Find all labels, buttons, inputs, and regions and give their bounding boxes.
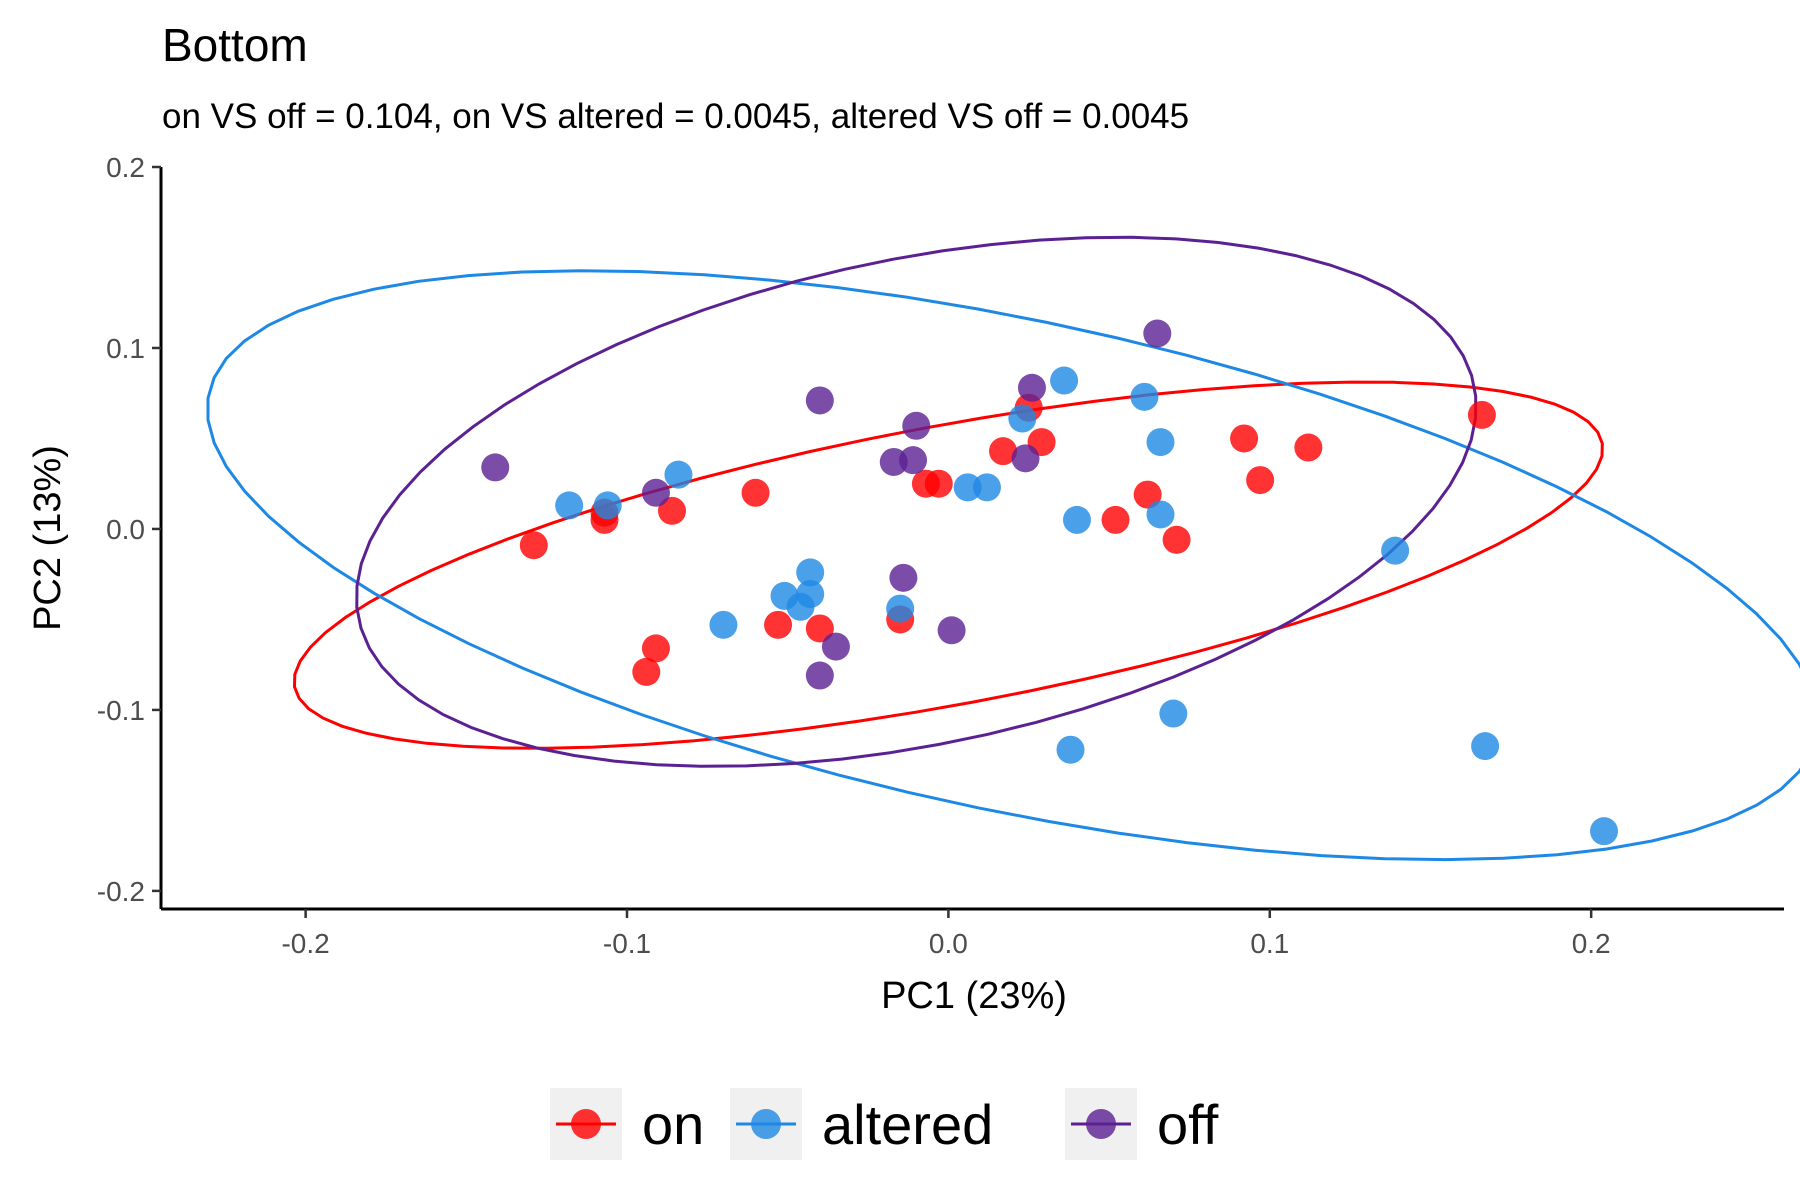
x-axis-title: PC1 (23%): [881, 975, 1067, 1017]
points-layer: [481, 319, 1619, 846]
point-on: [1467, 400, 1496, 429]
legend: on altered off: [550, 1088, 1219, 1160]
x-axis-ticks: -0.2 -0.1 0.0 0.1 0.2: [281, 909, 1611, 959]
ellipse-on: [292, 380, 1604, 750]
y-tick-label: 0.0: [106, 514, 145, 545]
point-altered: [1050, 366, 1079, 395]
x-tick-label: 0.2: [1572, 928, 1611, 959]
point-off: [1143, 319, 1172, 348]
point-on: [741, 478, 770, 507]
point-off: [481, 453, 510, 482]
point-altered: [796, 558, 825, 587]
point-on: [632, 657, 661, 686]
x-tick-label: 0.1: [1250, 928, 1289, 959]
point-altered: [1159, 699, 1188, 728]
point-altered: [1146, 500, 1175, 529]
point-on: [1294, 433, 1323, 462]
point-on: [1230, 424, 1259, 453]
point-on: [519, 531, 548, 560]
point-altered: [593, 491, 622, 520]
legend-item-off: off: [1065, 1088, 1219, 1160]
y-axis-title: PC2 (13%): [27, 445, 69, 631]
point-off: [1017, 373, 1046, 402]
point-altered: [1130, 382, 1159, 411]
point-off: [1011, 444, 1040, 473]
point-on: [1101, 505, 1130, 534]
chart-title: Bottom: [162, 19, 308, 71]
legend-label-off: off: [1157, 1093, 1219, 1156]
point-on: [1246, 466, 1275, 495]
point-altered: [796, 580, 825, 609]
point-off: [889, 563, 918, 592]
y-tick-label: -0.1: [97, 695, 145, 726]
legend-item-altered: altered: [730, 1088, 993, 1160]
point-off: [805, 386, 834, 415]
point-off: [899, 446, 928, 475]
x-tick-label: -0.1: [603, 928, 651, 959]
point-altered: [1381, 536, 1410, 565]
legend-key-point: [571, 1109, 601, 1139]
legend-item-on: on: [550, 1088, 704, 1160]
ellipse-off: [355, 235, 1478, 768]
y-tick-label: -0.2: [97, 876, 145, 907]
point-on: [658, 496, 687, 525]
point-off: [641, 478, 670, 507]
point-off: [805, 661, 834, 690]
plot-area: [206, 235, 1800, 862]
chart-subtitle: on VS off = 0.104, on VS altered = 0.004…: [162, 97, 1189, 136]
point-altered: [555, 491, 584, 520]
point-altered: [664, 460, 693, 489]
point-on: [805, 614, 834, 643]
point-altered: [1008, 404, 1037, 433]
point-on: [1162, 525, 1191, 554]
point-on: [989, 437, 1018, 466]
ellipses-layer: [206, 235, 1800, 862]
point-off: [937, 616, 966, 645]
point-on: [1133, 480, 1162, 509]
legend-key-point: [751, 1109, 781, 1139]
ellipse-altered: [206, 269, 1800, 862]
x-tick-label: 0.0: [929, 928, 968, 959]
legend-label-altered: altered: [822, 1093, 993, 1156]
point-altered: [972, 473, 1001, 502]
point-on: [764, 610, 793, 639]
legend-key-point: [1086, 1109, 1116, 1139]
point-altered: [1590, 817, 1619, 846]
point-altered: [1471, 732, 1500, 761]
point-on: [641, 634, 670, 663]
legend-label-on: on: [642, 1093, 704, 1156]
point-altered: [1146, 428, 1175, 457]
point-altered: [953, 473, 982, 502]
x-tick-label: -0.2: [281, 928, 329, 959]
point-on: [924, 469, 953, 498]
y-tick-label: 0.2: [106, 152, 145, 183]
y-tick-label: 0.1: [106, 333, 145, 364]
point-off: [902, 411, 931, 440]
y-axis-ticks: -0.2 -0.1 0.0 0.1 0.2: [97, 152, 161, 907]
point-altered: [1062, 505, 1091, 534]
point-altered: [709, 610, 738, 639]
point-off: [821, 632, 850, 661]
point-altered: [1056, 735, 1085, 764]
point-altered: [886, 594, 915, 623]
